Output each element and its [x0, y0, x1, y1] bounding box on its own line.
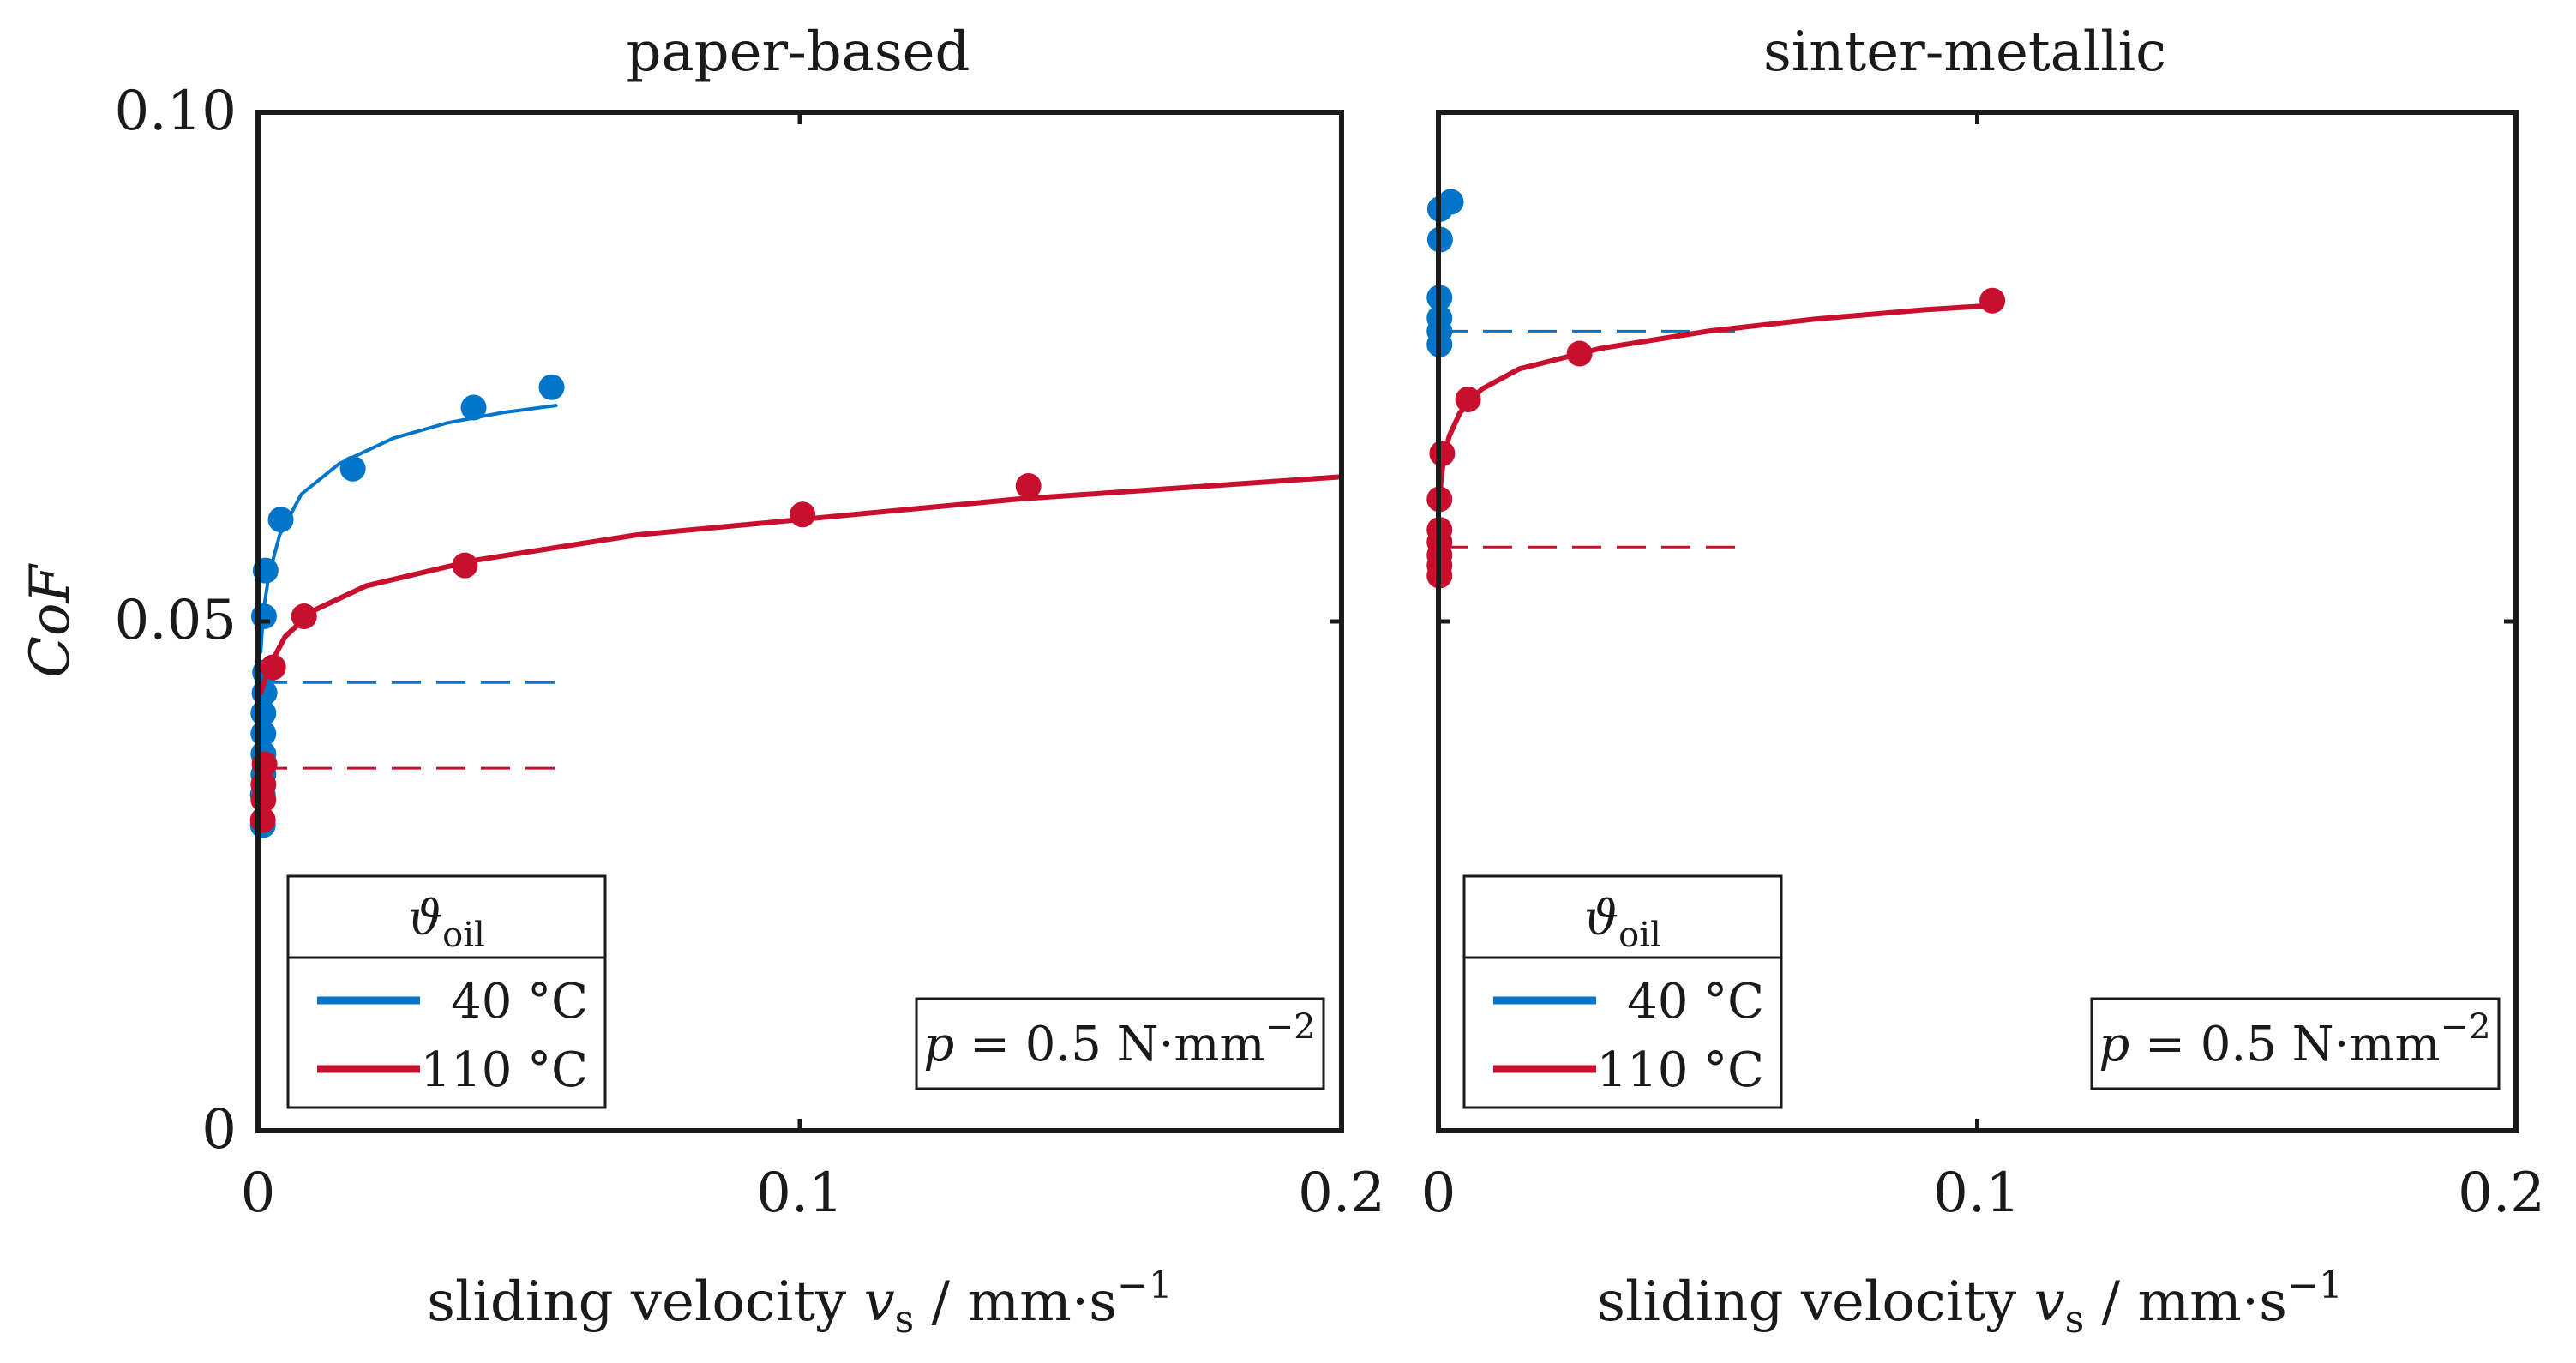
annotation-box — [915, 997, 1325, 1090]
data-point-40 — [538, 374, 565, 400]
legend-entry-110: 110 °C — [1596, 1042, 1764, 1098]
x-axis-label-main: sliding velocity — [1597, 1270, 2033, 1334]
data-point-110 — [260, 654, 286, 681]
legend-title: ϑoil — [1584, 891, 1661, 955]
x-axis-label-var: v — [863, 1270, 894, 1334]
x-axis-label-sup: −1 — [2287, 1264, 2343, 1307]
legend-title-main: ϑ — [408, 891, 442, 946]
data-point-40 — [1438, 189, 1464, 215]
legend-title-main: ϑ — [1584, 891, 1618, 946]
annotation-sup: −2 — [1265, 1007, 1316, 1047]
data-point-110 — [452, 552, 478, 579]
data-point-40 — [250, 603, 277, 630]
legend-entry-40: 40 °C — [451, 974, 588, 1030]
x-axis-label-sup: −1 — [1117, 1264, 1173, 1307]
legend: ϑoil 40 °C 110 °C — [286, 874, 607, 1109]
x-axis-label: sliding velocity vs / mm·s−1 — [427, 1264, 1173, 1342]
data-point-40 — [460, 394, 487, 421]
data-point-110 — [1455, 387, 1481, 413]
legend-title: ϑoil — [408, 891, 485, 955]
data-point-110 — [1979, 287, 2006, 314]
y-tick-label: 0.10 — [115, 80, 237, 143]
annotation-value: = 0.5 N·mm — [2129, 1017, 2440, 1072]
annotation-value: = 0.5 N·mm — [954, 1017, 1264, 1072]
data-point-110 — [790, 501, 816, 528]
fit-curve-110 — [1437, 303, 1991, 507]
annotation-var: p — [2099, 1017, 2129, 1072]
x-axis-label-sub: s — [2065, 1298, 2085, 1342]
fit-curve-110 — [258, 474, 1344, 696]
y-axis-label: CoF — [19, 562, 82, 678]
x-tick-label: 0.1 — [756, 1162, 844, 1225]
x-axis-label-unit: / mm·s — [2084, 1270, 2287, 1334]
x-axis-label-sub: s — [895, 1298, 915, 1342]
annotation-text: p = 0.5 N·mm−2 — [923, 1007, 1315, 1072]
pressure-annotation: p = 0.5 N·mm−2 — [915, 997, 1325, 1090]
panel-sinter-metallic: sinter-metallic 0 0.1 0.2 sliding veloci… — [1421, 21, 2545, 1342]
y-tick-label: 0 — [201, 1098, 237, 1162]
x-axis-label: sliding velocity vs / mm·s−1 — [1597, 1264, 2343, 1342]
plot-marks — [1426, 189, 2006, 589]
axis-ticks — [255, 110, 1344, 1133]
data-point-110 — [1015, 472, 1042, 499]
legend-title-sub: oil — [1618, 916, 1661, 955]
x-axis-label-var: v — [2033, 1270, 2064, 1334]
y-tick-label: 0.05 — [115, 589, 237, 652]
legend-title-sub: oil — [442, 916, 485, 955]
data-point-40 — [339, 455, 366, 482]
x-axis-label-main: sliding velocity — [427, 1270, 863, 1334]
data-point-110 — [1566, 340, 1593, 367]
panel-title: sinter-metallic — [1763, 21, 2166, 84]
axis-ticks — [1436, 110, 2519, 1133]
panel-paper-based: paper-based 0.10 0.05 0 0 0.1 0.2 CoF sl… — [19, 21, 1385, 1342]
plot-marks — [249, 374, 1344, 838]
x-tick-label: 0.2 — [1298, 1162, 1385, 1225]
annotation-text: p = 0.5 N·mm−2 — [2099, 1007, 2490, 1072]
x-tick-label: 0 — [1421, 1162, 1456, 1225]
x-tick-label: 0.2 — [2458, 1162, 2545, 1225]
pressure-annotation: p = 0.5 N·mm−2 — [2090, 997, 2501, 1090]
x-axis-label-unit: / mm·s — [914, 1270, 1117, 1334]
data-point-40 — [267, 507, 294, 533]
x-tick-label: 0.1 — [1933, 1162, 2021, 1225]
data-point-110 — [1429, 440, 1456, 466]
annotation-box — [2090, 997, 2501, 1090]
data-point-110 — [291, 603, 317, 630]
legend-entry-110: 110 °C — [420, 1042, 588, 1098]
panel-title: paper-based — [627, 21, 970, 84]
legend-entry-40: 40 °C — [1627, 974, 1764, 1030]
x-tick-label: 0 — [241, 1162, 276, 1225]
annotation-sup: −2 — [2441, 1007, 2491, 1047]
legend: ϑoil 40 °C 110 °C — [1462, 874, 1783, 1109]
annotation-var: p — [923, 1017, 954, 1072]
